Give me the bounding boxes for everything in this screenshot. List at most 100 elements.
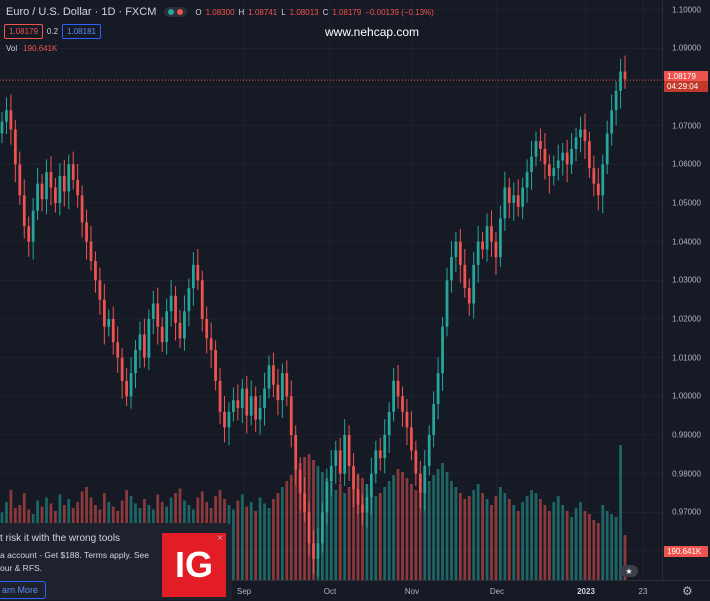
- candle-body: [534, 141, 538, 157]
- volume-bar: [316, 466, 320, 580]
- volume-bar: [352, 481, 355, 580]
- ad-banner[interactable]: t risk it with the wrong tools a account…: [0, 523, 232, 600]
- candle-body: [378, 450, 382, 459]
- candle-body: [552, 168, 556, 176]
- candle-body: [151, 303, 155, 319]
- candle-body: [476, 241, 480, 265]
- close-icon[interactable]: ×: [217, 533, 223, 544]
- candle-body: [503, 187, 507, 219]
- candle-body: [490, 226, 493, 242]
- candle-body: [450, 257, 453, 281]
- volume-bar: [588, 514, 591, 580]
- candle-body: [463, 264, 467, 289]
- volume-bar: [280, 487, 284, 580]
- candle-body: [276, 384, 280, 401]
- candle-body: [570, 148, 573, 165]
- volume-bar: [490, 505, 493, 580]
- candle-body: [94, 261, 97, 281]
- volume-bar: [534, 493, 538, 580]
- candle-body: [245, 388, 249, 416]
- candle-body: [579, 129, 582, 138]
- candle-body: [5, 110, 8, 122]
- volume-bar: [472, 490, 476, 580]
- price-tick-label: 1.06000: [672, 159, 701, 169]
- volume-value: 190.641K: [23, 44, 58, 53]
- candle-body: [369, 473, 373, 497]
- ig-logo[interactable]: IG: [162, 533, 226, 597]
- candle-body: [316, 543, 320, 559]
- candle-body: [329, 465, 333, 482]
- volume-bar: [418, 493, 422, 580]
- price-axis[interactable]: 1.100001.090001.080001.070001.060001.050…: [662, 0, 710, 580]
- us-flag-icon[interactable]: ★: [620, 565, 638, 577]
- minus-icon: [177, 9, 184, 15]
- candle-body: [387, 411, 391, 435]
- sell-button[interactable]: 1.08179: [4, 24, 43, 39]
- candle-body: [521, 187, 525, 207]
- candle-body: [258, 407, 262, 420]
- price-tick-label: 1.00000: [672, 391, 701, 401]
- candle-body: [374, 450, 378, 474]
- learn-more-button[interactable]: arn More: [0, 581, 46, 599]
- candle-body: [102, 299, 106, 327]
- volume-bar: [561, 505, 565, 580]
- volume-bar: [503, 493, 507, 580]
- candle-body: [614, 90, 618, 111]
- volume-tag: 190.641K: [664, 546, 708, 557]
- candlestick-chart[interactable]: [0, 0, 662, 580]
- price-chart[interactable]: [0, 0, 662, 580]
- volume-bar: [494, 496, 498, 580]
- candle-body: [427, 435, 431, 466]
- volume-bar: [592, 520, 596, 580]
- open-label: O: [195, 7, 202, 17]
- volume-bar: [432, 475, 436, 580]
- time-tick-label: Sep: [236, 587, 252, 596]
- candle-body: [294, 435, 298, 470]
- volume-bar: [329, 482, 333, 580]
- volume-bar: [245, 506, 249, 580]
- candle-body: [31, 210, 35, 242]
- volume-bar: [539, 499, 542, 580]
- volume-bar: [401, 472, 404, 580]
- volume-bar: [579, 502, 582, 580]
- price-tick-label: 1.05000: [672, 198, 701, 208]
- candle-body: [610, 110, 614, 134]
- volume-bar: [610, 514, 614, 580]
- buy-button[interactable]: 1.08181: [62, 24, 101, 39]
- candle-body: [89, 241, 93, 261]
- candle-body: [18, 164, 22, 196]
- candle-body: [71, 164, 75, 180]
- candle-body: [0, 121, 4, 134]
- candle-body: [485, 226, 489, 250]
- price-tick-label: 1.04000: [672, 237, 701, 247]
- candle-body: [561, 152, 565, 161]
- candle-body: [107, 319, 111, 327]
- candle-body: [432, 404, 436, 435]
- candle-body: [40, 183, 44, 200]
- volume-bar: [240, 494, 244, 580]
- gear-icon[interactable]: ⚙: [682, 584, 693, 598]
- volume-bar: [325, 478, 329, 580]
- candle-body: [285, 373, 289, 397]
- candle-body: [196, 264, 200, 281]
- close-value: 1.08179: [332, 7, 362, 17]
- visibility-toggle[interactable]: [164, 7, 188, 17]
- candle-body: [307, 512, 311, 544]
- volume-bar: [383, 487, 387, 580]
- volume-bar: [343, 493, 347, 580]
- volume-bar: [450, 481, 453, 580]
- candle-body: [249, 396, 253, 416]
- volume-bar: [236, 500, 240, 580]
- symbol-title[interactable]: Euro / U.S. Dollar · 1D · FXCM: [6, 6, 157, 18]
- volume-bar: [294, 469, 298, 580]
- volume-bar: [334, 490, 338, 580]
- candle-body: [125, 380, 128, 397]
- volume-bar: [387, 481, 391, 580]
- volume-bar: [512, 505, 516, 580]
- volume-bar: [614, 517, 618, 580]
- volume-bar: [507, 499, 511, 580]
- volume-bar: [338, 484, 342, 580]
- candle-body: [454, 241, 458, 258]
- candle-body: [62, 175, 66, 192]
- volume-legend[interactable]: Vol 190.641K: [6, 44, 57, 53]
